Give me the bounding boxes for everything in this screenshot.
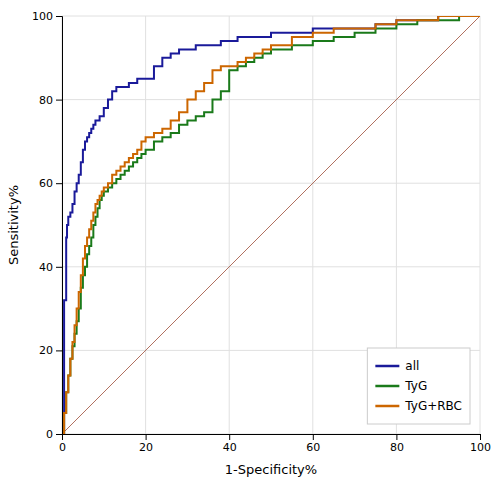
legend-label: TyG+RBC xyxy=(404,399,462,413)
legend-swatch xyxy=(375,365,399,368)
tick-mark xyxy=(229,434,230,440)
legend-item: TyG xyxy=(375,379,427,393)
tick-mark xyxy=(313,434,314,440)
tick: 20 xyxy=(139,434,153,454)
tick-label: 60 xyxy=(39,177,53,190)
legend-label: all xyxy=(405,359,419,373)
tick-label: 80 xyxy=(39,94,53,107)
grid-line xyxy=(62,183,480,184)
grid-line xyxy=(62,99,480,100)
roc-curve xyxy=(62,16,480,434)
grid-line xyxy=(480,16,481,434)
tick: 100 xyxy=(32,10,62,23)
chart: 0 20 40 60 80 100 0 20 40 60 80 100 1-Specificity% Se… xyxy=(0,0,500,486)
tick-mark xyxy=(56,16,62,17)
marks xyxy=(62,16,480,434)
plot: 0 20 40 60 80 100 0 20 40 60 80 100 1-Specificity% Se… xyxy=(6,10,491,477)
tick-mark xyxy=(480,434,481,440)
grid xyxy=(62,16,480,434)
tick: 20 xyxy=(39,344,62,357)
tick-label: 40 xyxy=(39,261,53,274)
tick: 80 xyxy=(390,434,404,454)
tick-label: 40 xyxy=(223,441,237,454)
axis-line xyxy=(63,435,481,441)
legend-item: TyG+RBC xyxy=(375,399,462,413)
tick-mark xyxy=(396,434,397,440)
legend-swatch xyxy=(375,405,399,408)
reference-line xyxy=(62,16,480,434)
tick: 40 xyxy=(39,261,62,274)
y-axis: 0 20 40 60 80 100 xyxy=(32,10,63,441)
tick-label: 20 xyxy=(39,344,53,357)
tick: 60 xyxy=(306,434,320,454)
x-axis: 0 20 40 60 80 100 xyxy=(59,434,491,454)
legend-box xyxy=(367,348,470,424)
tick-mark xyxy=(56,350,62,351)
tick: 40 xyxy=(223,434,237,454)
legend-swatch xyxy=(375,385,399,388)
tick-label: 20 xyxy=(139,441,153,454)
x-axis-title: 1-Specificity% xyxy=(225,462,317,477)
tick: 60 xyxy=(39,177,62,190)
tick-mark xyxy=(56,267,62,268)
tick-mark xyxy=(146,434,147,440)
grid-line xyxy=(62,16,480,17)
roc-curve xyxy=(62,16,480,434)
tick: 80 xyxy=(39,94,62,107)
tick-mark xyxy=(56,434,62,435)
tick-label: 60 xyxy=(306,441,320,454)
grid-line xyxy=(62,266,480,267)
legend-label: TyG xyxy=(404,379,427,393)
tick-label: 100 xyxy=(470,441,491,454)
tick-label: 100 xyxy=(32,10,53,23)
y-axis-title: Sensitivity% xyxy=(6,185,21,265)
tick-label: 0 xyxy=(59,441,66,454)
tick: 100 xyxy=(470,434,491,454)
legend-item: all xyxy=(375,359,419,373)
roc-curve xyxy=(62,16,480,434)
tick: 0 xyxy=(59,434,66,454)
tick-mark xyxy=(56,100,62,101)
axis-line xyxy=(56,17,63,435)
legend: all TyG TyG+RBC xyxy=(367,348,470,424)
tick-label: 80 xyxy=(390,441,404,454)
grid-line xyxy=(312,16,313,434)
tick-mark xyxy=(56,183,62,184)
tick: 0 xyxy=(46,428,62,441)
tick-label: 0 xyxy=(46,428,53,441)
